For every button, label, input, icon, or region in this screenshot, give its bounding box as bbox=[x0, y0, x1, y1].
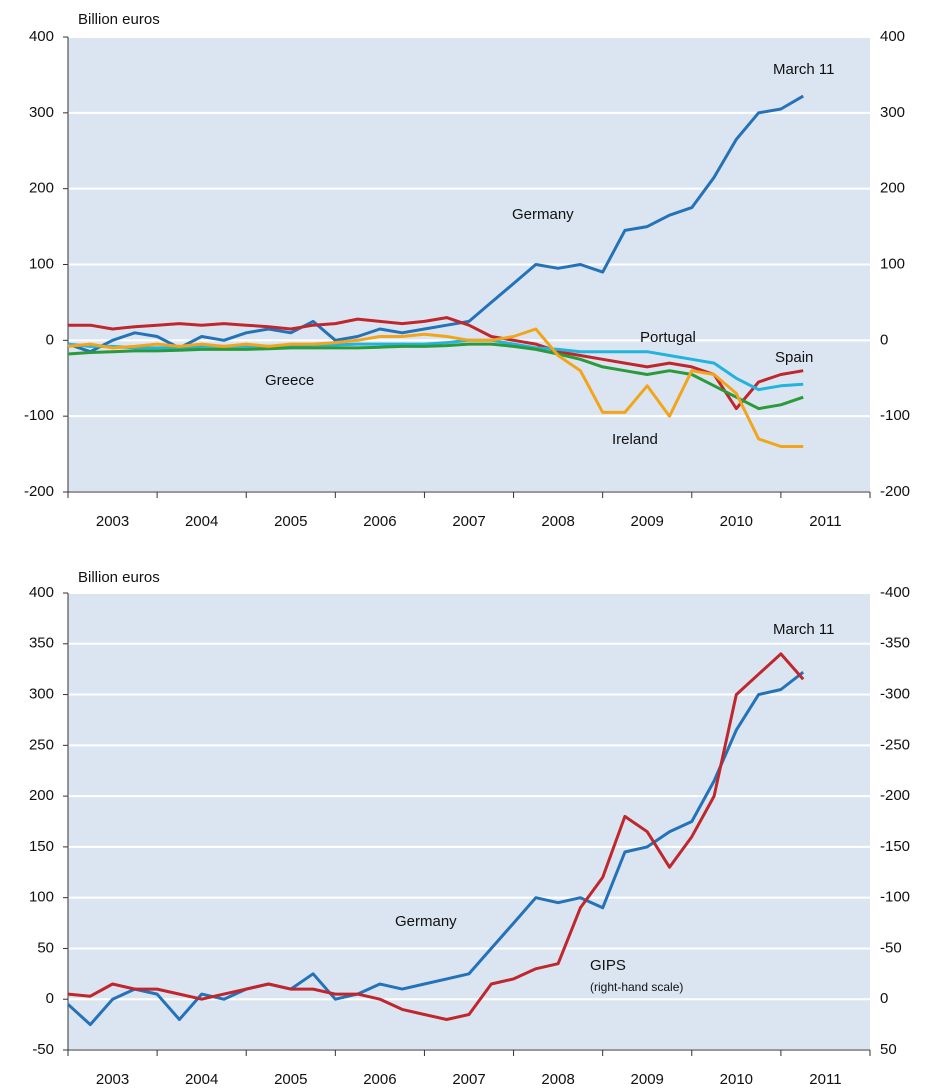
series-label: Spain bbox=[775, 349, 813, 366]
series-line bbox=[67, 94, 804, 354]
series-label: Greece bbox=[265, 372, 314, 389]
y-tick-label: 300 bbox=[29, 104, 54, 121]
y2-tick-label: -100 bbox=[880, 889, 910, 906]
y2-tick-label: -150 bbox=[880, 838, 910, 855]
annotation: March 11 bbox=[773, 621, 834, 638]
x-tick-label: 2004 bbox=[185, 513, 218, 530]
x-tick-label: 2003 bbox=[96, 513, 129, 530]
series-line bbox=[67, 342, 804, 411]
x-tick-label: 2011 bbox=[809, 1071, 841, 1088]
y-tick-label: 100 bbox=[29, 255, 54, 272]
x-tick-label: 2008 bbox=[541, 1071, 574, 1088]
y2-tick-label: -350 bbox=[880, 635, 910, 652]
y2-tick-label: 50 bbox=[880, 1041, 897, 1058]
series-label: Ireland bbox=[612, 431, 658, 448]
x-tick-label: 2009 bbox=[631, 513, 664, 530]
y-tick-label: 0 bbox=[46, 331, 54, 348]
x-tick-label: 2005 bbox=[274, 513, 307, 530]
x-tick-label: 2007 bbox=[452, 513, 485, 530]
annotation: (right-hand scale) bbox=[590, 980, 683, 994]
y-axis-label: Billion euros bbox=[78, 569, 160, 586]
series-line bbox=[67, 652, 805, 1021]
y2-tick-label: -400 bbox=[880, 584, 910, 601]
y2-tick-label: -300 bbox=[880, 686, 910, 703]
y2-tick-label: -250 bbox=[880, 736, 910, 753]
series-label: Germany bbox=[395, 913, 457, 930]
y-tick-label: 400 bbox=[29, 28, 54, 45]
y2-tick-label: -100 bbox=[880, 407, 910, 424]
y2-tick-label: 0 bbox=[880, 331, 888, 348]
x-tick-label: 2006 bbox=[363, 513, 396, 530]
y-tick-label: 300 bbox=[29, 686, 54, 703]
y-tick-label: 50 bbox=[37, 939, 54, 956]
y2-tick-label: 0 bbox=[880, 990, 888, 1007]
y2-tick-label: 100 bbox=[880, 255, 905, 272]
series-label: Portugal bbox=[640, 329, 696, 346]
series-line bbox=[68, 316, 804, 411]
x-tick-label: 2004 bbox=[185, 1071, 218, 1088]
y2-tick-label: -200 bbox=[880, 483, 910, 500]
y-tick-label: 100 bbox=[29, 889, 54, 906]
y-tick-label: 0 bbox=[46, 990, 54, 1007]
y-tick-label: 200 bbox=[29, 787, 54, 804]
y-tick-label: -50 bbox=[32, 1041, 54, 1058]
x-tick-label: 2006 bbox=[363, 1071, 396, 1088]
x-tick-label: 2008 bbox=[541, 513, 574, 530]
y-tick-label: 200 bbox=[29, 180, 54, 197]
x-tick-label: 2011 bbox=[809, 513, 841, 530]
x-tick-label: 2007 bbox=[452, 1071, 485, 1088]
y-tick-label: 250 bbox=[29, 736, 54, 753]
x-tick-label: 2010 bbox=[720, 1071, 753, 1088]
series-line bbox=[67, 327, 804, 448]
y-tick-label: 400 bbox=[29, 584, 54, 601]
y2-tick-label: 300 bbox=[880, 104, 905, 121]
y2-tick-label: -50 bbox=[880, 939, 902, 956]
series-label: Germany bbox=[512, 206, 574, 223]
y-tick-label: -100 bbox=[24, 407, 54, 424]
x-tick-label: 2010 bbox=[720, 513, 753, 530]
x-tick-label: 2003 bbox=[96, 1071, 129, 1088]
x-tick-label: 2005 bbox=[274, 1071, 307, 1088]
series-line bbox=[67, 338, 804, 392]
annotation: March 11 bbox=[773, 61, 834, 78]
y-tick-label: 150 bbox=[29, 838, 54, 855]
x-tick-label: 2009 bbox=[631, 1071, 664, 1088]
y2-tick-label: 400 bbox=[880, 28, 905, 45]
y-tick-label: 350 bbox=[29, 635, 54, 652]
plot-background bbox=[68, 593, 870, 1050]
y2-tick-label: -200 bbox=[880, 787, 910, 804]
y-axis-label: Billion euros bbox=[78, 11, 160, 28]
y2-tick-label: 200 bbox=[880, 180, 905, 197]
series-line bbox=[66, 671, 805, 1027]
series-label: GIPS bbox=[590, 957, 626, 974]
y-tick-label: -200 bbox=[24, 483, 54, 500]
